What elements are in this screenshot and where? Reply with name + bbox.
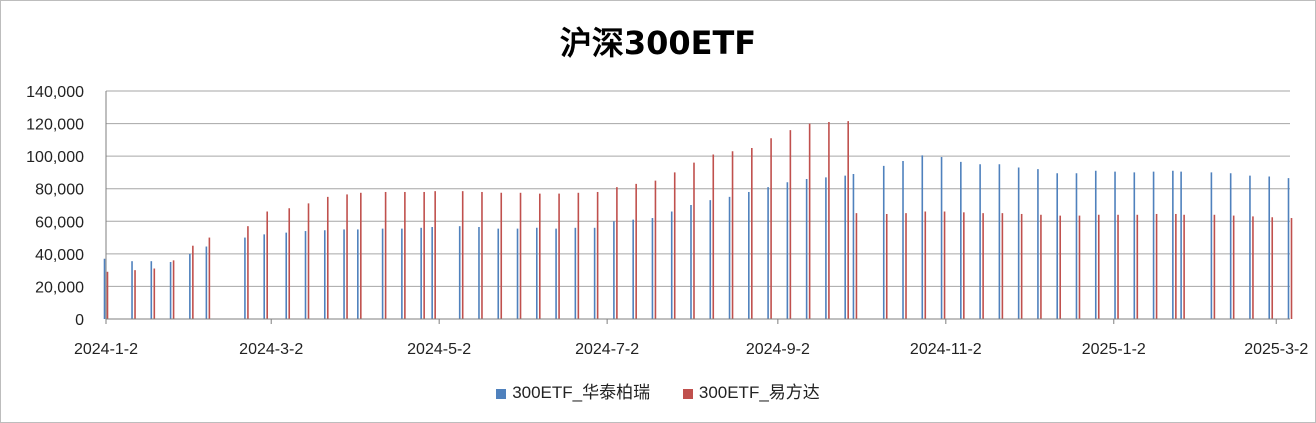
y-tick-label: 120,000 <box>26 117 84 134</box>
y-tick-label: 80,000 <box>35 182 84 199</box>
y-tick-label: 20,000 <box>35 279 84 296</box>
legend-item-yifangda: 300ETF_易方达 <box>682 378 820 403</box>
legend-label-yifangda: 300ETF_易方达 <box>698 383 820 402</box>
legend-swatch-yifangda <box>682 388 693 399</box>
y-tick-label: 0 <box>75 312 84 329</box>
x-tick-label: 2024-11-2 <box>910 341 982 358</box>
y-tick-label: 100,000 <box>26 149 84 166</box>
x-tick-label: 2024-5-2 <box>407 341 471 358</box>
x-tick-label: 2024-9-2 <box>746 341 810 358</box>
legend-label-huatai: 300ETF_华泰柏瑞 <box>512 383 651 402</box>
y-tick-label: 40,000 <box>35 247 84 264</box>
axes: 0 20,000 40,000 60,000 80,000 100,000 120,000 1… <box>26 84 1308 358</box>
x-tick-label: 2025-1-2 <box>1082 341 1146 358</box>
legend-item-huatai: 300ETF_华泰柏瑞 <box>496 378 650 403</box>
x-tick-label: 2024-1-2 <box>74 341 138 358</box>
x-tick-label: 2024-3-2 <box>239 341 303 358</box>
y-tick-label: 60,000 <box>35 214 84 231</box>
y-tick-label: 140,000 <box>26 84 84 101</box>
gridlines <box>106 90 1290 287</box>
legend-swatch-huatai <box>496 388 507 399</box>
bars <box>103 121 1293 319</box>
legend: 300ETF_华泰柏瑞 300ETF_易方达 <box>0 378 1316 403</box>
x-tick-label: 2024-7-2 <box>575 341 639 358</box>
x-tick-label: 2025-3-2 <box>1244 341 1308 358</box>
chart-title: 沪深300ETF <box>559 24 757 62</box>
